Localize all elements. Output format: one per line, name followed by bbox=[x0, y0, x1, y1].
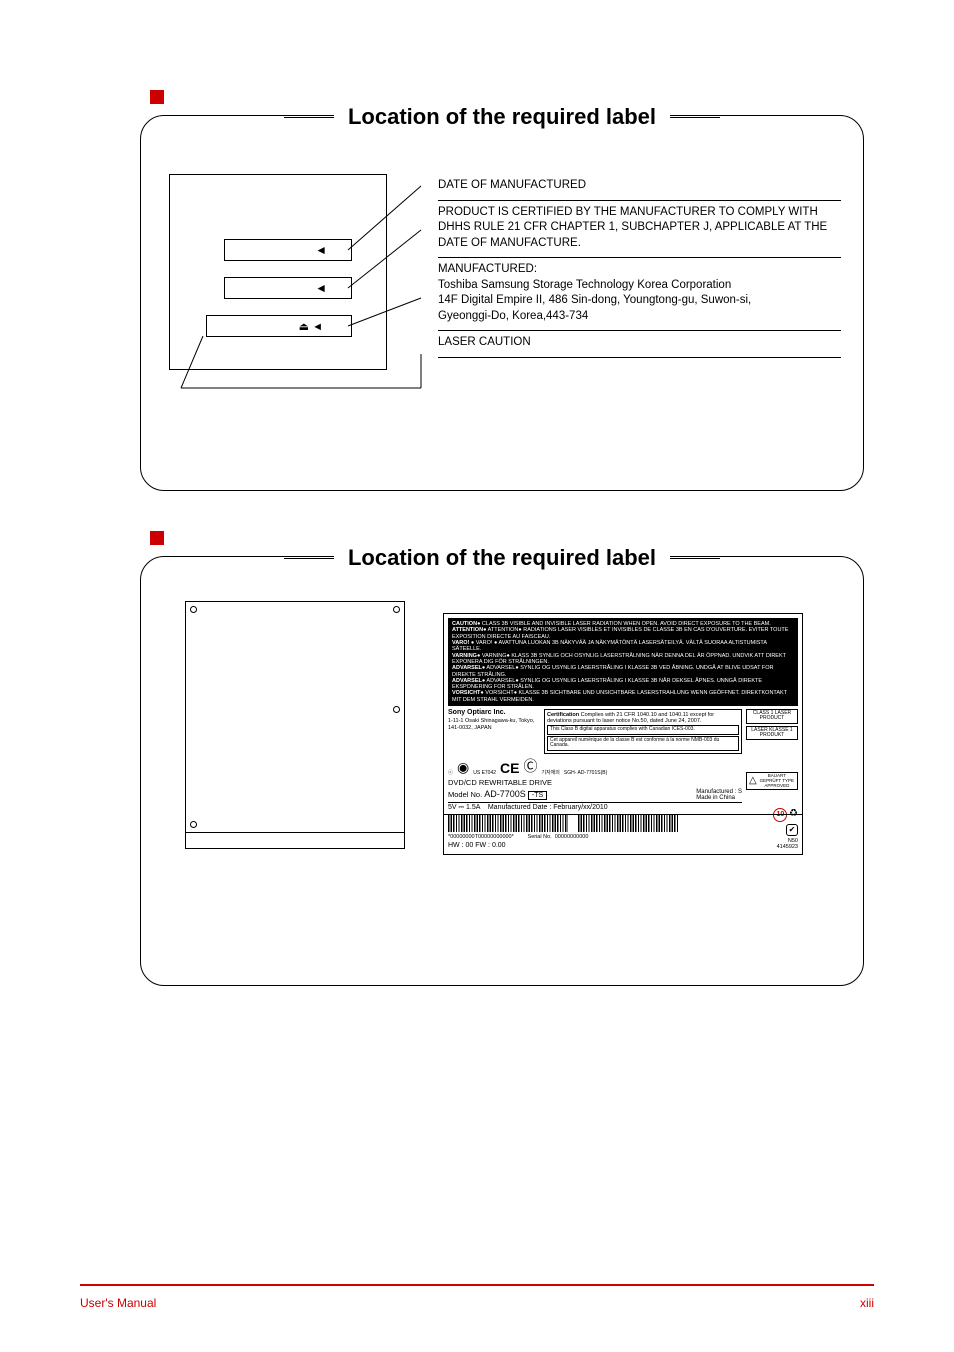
power-rating: 5V ⎓ 1.5A bbox=[448, 804, 480, 811]
label-date-manufactured: DATE OF MANUFACTURED bbox=[438, 174, 841, 201]
canada-en: This Class B digital apparatus complies … bbox=[547, 725, 739, 735]
label-certification: PRODUCT IS CERTIFIED BY THE MANUFACTURER… bbox=[438, 201, 841, 259]
class1-box: CLASS 1 LASER PRODUCT bbox=[746, 709, 798, 724]
laser-caution-panel: CAUTIONCAUTION● CLASS 3B VISIBLE AND INV… bbox=[448, 618, 798, 706]
barcodes bbox=[448, 814, 742, 832]
section-figure-2: Location of the required label CAUTIONCA… bbox=[80, 531, 874, 986]
canada-fr: Cet appareil numérique de la classe B es… bbox=[547, 736, 739, 751]
model-number: AD-7700S bbox=[484, 789, 526, 799]
figure-1-text-column: DATE OF MANUFACTURED PRODUCT IS CERTIFIE… bbox=[438, 174, 841, 370]
partno: 4145923 bbox=[777, 844, 798, 850]
figure-2-title: Location of the required label bbox=[334, 545, 670, 571]
drive-type: DVD/CD REWRITABLE DRIVE bbox=[448, 778, 552, 787]
klasse1-box: LASER KLASSE 1 PRODUKT bbox=[746, 726, 798, 741]
sony-address: 1-11-1 Osaki Shinagawa-ku, Tokyo, 141-00… bbox=[448, 718, 534, 732]
serial-value: 00000000000 bbox=[555, 834, 589, 840]
dvd-drive-diagram-bezel bbox=[185, 833, 405, 849]
model-label: Model No. bbox=[448, 790, 482, 799]
section-figure-1: Location of the required label ◄ ◄ ⏏ ◄ bbox=[80, 90, 874, 491]
figure-1-title: Location of the required label bbox=[334, 104, 670, 130]
sony-company: Sony Optiarc Inc. bbox=[448, 709, 506, 716]
dvd-drive-diagram bbox=[185, 601, 405, 833]
compliance-label: CAUTIONCAUTION● CLASS 3B VISIBLE AND INV… bbox=[443, 613, 803, 855]
manufactured-date: Manufactured Date : February/xx/2010 bbox=[488, 804, 608, 811]
footer-rule bbox=[80, 1284, 874, 1286]
bullet-marker bbox=[150, 531, 164, 545]
label-laser-caution: LASER CAUTION bbox=[438, 331, 841, 358]
footer-left: User's Manual bbox=[80, 1296, 156, 1310]
serial-label: Serial No. bbox=[528, 834, 552, 840]
figure-1-diagram: ◄ ◄ ⏏ ◄ bbox=[163, 174, 418, 370]
certification-icons: ⓒ ◉ US E7042 CE Ⓒ 기자재의 SGH- AD-7701S(B) bbox=[448, 756, 742, 776]
model-suffix: -TS bbox=[528, 791, 547, 800]
barcode-text: *00000000T00000000000* bbox=[448, 834, 514, 840]
figure-1-card: Location of the required label ◄ ◄ ⏏ ◄ bbox=[140, 115, 864, 491]
hw-fw: HW : 00 FW : 0.00 bbox=[448, 842, 742, 849]
footer-right: xiii bbox=[860, 1296, 874, 1310]
bauart-box: △ BAUART GEPRÜFT TYPE APPROVED bbox=[746, 772, 798, 790]
attention-text: ATTENTION● RADIATIONS LASER VISIBLES ET … bbox=[452, 627, 788, 639]
badge-10: 10 bbox=[773, 808, 787, 822]
figure-2-card: Location of the required label CAUTIONCA… bbox=[140, 556, 864, 986]
label-manufactured-by: MANUFACTURED: Toshiba Samsung Storage Te… bbox=[438, 258, 841, 331]
bullet-marker bbox=[150, 90, 164, 104]
